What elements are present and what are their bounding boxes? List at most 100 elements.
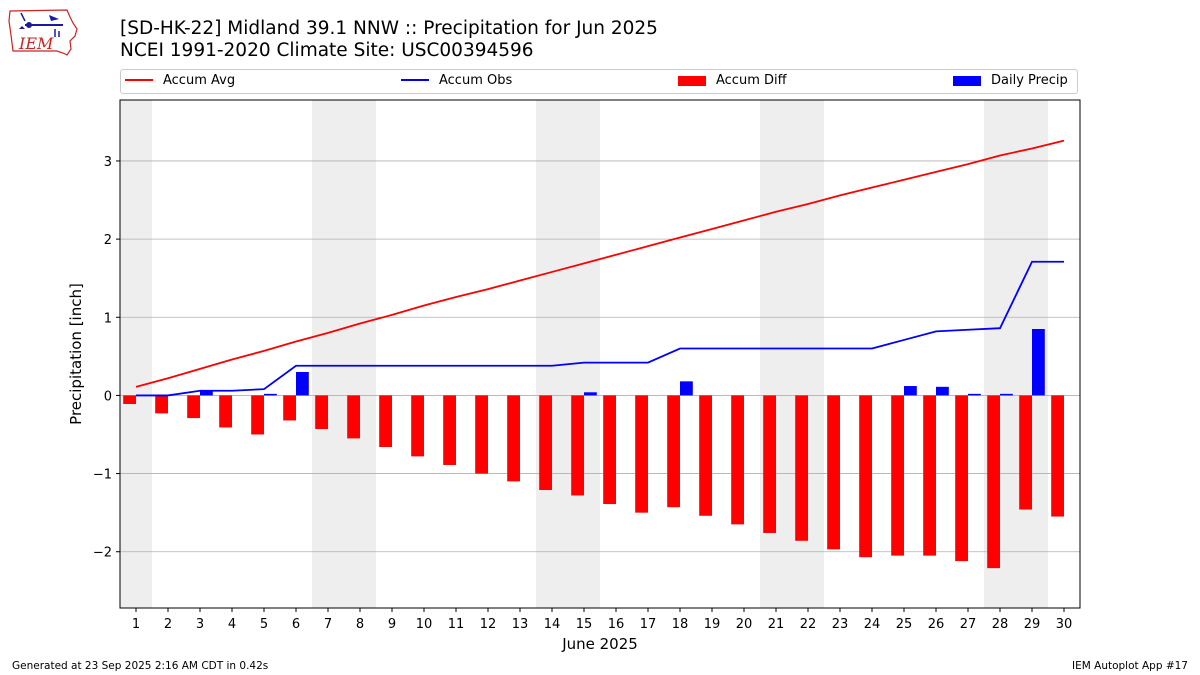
bar-accum-diff (1051, 395, 1064, 517)
x-tick-label: 3 (196, 617, 204, 632)
bar-daily-precip (904, 386, 917, 396)
bar-accum-diff (731, 395, 744, 525)
plot-frame (119, 99, 1081, 609)
x-tick-label: 6 (292, 617, 300, 632)
legend-item-accum-diff: Accum Diff (678, 73, 787, 88)
bar-accum-diff (635, 395, 648, 513)
x-tick-label: 11 (448, 617, 465, 632)
x-tick-label: 22 (800, 617, 817, 632)
bar-daily-precip (1000, 393, 1013, 396)
weekend-shade (536, 100, 600, 608)
bar-daily-precip (200, 390, 213, 396)
bar-accum-diff (827, 395, 840, 550)
x-axis-label: June 2025 (562, 635, 638, 653)
bar-accum-diff (987, 395, 1000, 569)
y-tick-label: 2 (104, 233, 112, 248)
bar-accum-diff (219, 395, 232, 428)
legend-label-accum-diff: Accum Diff (716, 73, 787, 88)
bar-accum-diff (795, 395, 808, 541)
iem-logo: IEM (8, 9, 78, 56)
x-tick-label: 29 (1024, 617, 1041, 632)
legend: Accum Avg Accum Obs Accum Diff Daily Pre… (120, 69, 1078, 94)
footer-app-text: IEM Autoplot App #17 (1072, 660, 1188, 672)
bar-daily-precip (296, 371, 309, 396)
legend-swatch-accum-diff (678, 75, 706, 86)
logo-text: IEM (18, 34, 54, 53)
bar-accum-diff (315, 395, 328, 430)
legend-item-accum-obs: Accum Obs (401, 73, 512, 88)
x-tick-label: 26 (928, 617, 945, 632)
bar-daily-precip (264, 393, 277, 396)
bar-accum-diff (539, 395, 552, 490)
x-tick-label: 23 (832, 617, 849, 632)
bar-daily-precip (968, 393, 981, 396)
line-accum-obs (136, 260, 1064, 397)
x-tick-label: 5 (260, 617, 268, 632)
legend-swatch-daily-precip (953, 75, 981, 86)
footer-generated-text: Generated at 23 Sep 2025 2:16 AM CDT in … (12, 660, 269, 672)
bar-daily-precip (584, 392, 597, 396)
x-tick-label: 9 (388, 617, 396, 632)
bar-accum-diff (411, 395, 424, 457)
bar-daily-precip (1032, 328, 1045, 396)
legend-swatch-accum-obs (401, 78, 429, 81)
bar-accum-diff (475, 395, 488, 474)
bar-accum-diff (923, 395, 936, 556)
legend-swatch-accum-avg (125, 78, 153, 81)
x-tick-label: 19 (704, 617, 721, 632)
legend-label-daily-precip: Daily Precip (991, 73, 1068, 88)
bar-accum-diff (283, 395, 296, 421)
x-tick-label: 30 (1056, 617, 1073, 632)
bar-accum-diff (603, 395, 616, 505)
y-tick-label: −2 (93, 546, 112, 561)
bar-accum-diff (955, 395, 968, 562)
weekend-shade (120, 100, 152, 608)
bar-accum-diff (187, 395, 200, 419)
bar-accum-diff (763, 395, 776, 533)
bar-accum-diff (1019, 395, 1032, 510)
legend-label-accum-obs: Accum Obs (439, 73, 513, 88)
x-tick-label: 27 (960, 617, 977, 632)
x-tick-label: 20 (736, 617, 753, 632)
x-tick-label: 24 (864, 617, 881, 632)
legend-item-daily-precip: Daily Precip (953, 73, 1068, 88)
bar-accum-diff (507, 395, 520, 482)
iowa-state-outline (8, 9, 78, 56)
bar-accum-diff (155, 395, 168, 414)
x-tick-label: 21 (768, 617, 785, 632)
chart-subtitle: NCEI 1991-2020 Climate Site: USC00394596 (120, 40, 534, 61)
x-tick-label: 2 (164, 617, 172, 632)
x-tick-label: 1 (132, 617, 140, 632)
bar-accum-diff (891, 395, 904, 556)
chart-title: [SD-HK-22] Midland 39.1 NNW :: Precipita… (120, 18, 658, 39)
y-tick-label: 3 (104, 155, 112, 170)
x-tick-label: 17 (640, 617, 657, 632)
bar-accum-diff (251, 395, 264, 435)
legend-item-accum-avg: Accum Avg (125, 73, 235, 88)
bar-accum-diff (347, 395, 360, 439)
weekend-shade (312, 100, 376, 608)
x-tick-label: 28 (992, 617, 1009, 632)
x-tick-label: 13 (512, 617, 529, 632)
bar-daily-precip (680, 381, 693, 396)
x-tick-label: 16 (608, 617, 625, 632)
x-tick-label: 12 (480, 617, 497, 632)
legend-label-accum-avg: Accum Avg (163, 73, 236, 88)
y-tick-label: −1 (93, 468, 112, 483)
x-tick-label: 4 (228, 617, 236, 632)
bar-accum-diff (443, 395, 456, 465)
bar-accum-diff (859, 395, 872, 558)
x-tick-label: 8 (356, 617, 364, 632)
x-tick-label: 7 (324, 617, 332, 632)
bar-accum-diff (699, 395, 712, 516)
y-tick-label: 0 (104, 389, 112, 404)
y-axis-label: Precipitation [inch] (67, 283, 85, 425)
bar-accum-diff (379, 395, 392, 448)
y-tick-label: 1 (104, 311, 112, 326)
bar-accum-diff (571, 395, 584, 496)
x-tick-label: 14 (544, 617, 561, 632)
bar-daily-precip (936, 386, 949, 396)
x-tick-label: 25 (896, 617, 913, 632)
x-tick-label: 15 (576, 617, 593, 632)
